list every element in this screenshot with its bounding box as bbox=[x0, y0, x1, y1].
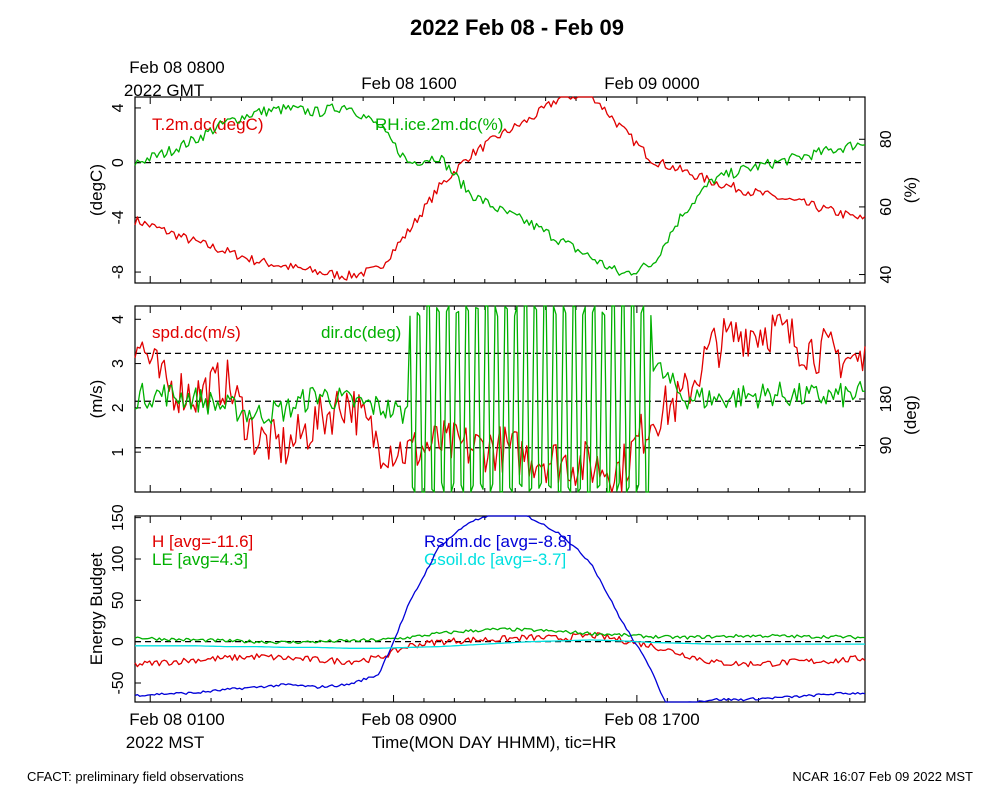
panel2-left-axis-label: (m/s) bbox=[87, 380, 106, 419]
legend-net-radiation: Rsum.dc [avg=-8.8] bbox=[424, 532, 572, 551]
y-tick-label-left: 0 bbox=[110, 158, 127, 167]
legend-sensible-heat: H [avg=-11.6] bbox=[152, 532, 253, 551]
y-tick-label-right: 180 bbox=[878, 386, 895, 413]
panel-temperature-frame bbox=[134, 96, 866, 284]
y-tick-label-right: 60 bbox=[878, 198, 895, 216]
series-line-rsum-dc bbox=[134, 515, 866, 703]
y-tick-label-left: 50 bbox=[110, 591, 127, 609]
y-tick-label-left: 2 bbox=[110, 403, 127, 412]
legend-wind-speed: spd.dc(m/s) bbox=[152, 323, 241, 342]
y-tick-label-left: 150 bbox=[110, 504, 127, 531]
mst-tick-label: Feb 08 0900 bbox=[361, 710, 456, 729]
mst-tick-label: Feb 08 1700 bbox=[604, 710, 699, 729]
series-line-t-2m-dc-degc- bbox=[134, 96, 866, 281]
series-line-dir-dc-deg- bbox=[134, 305, 866, 493]
y-tick-label-left: -50 bbox=[110, 671, 127, 694]
series-line-rh-ice-2m-dc- bbox=[134, 103, 866, 276]
legend-wind-direction: dir.dc(deg) bbox=[321, 323, 401, 342]
footer-timestamp: NCAR 16:07 Feb 09 2022 MST bbox=[792, 769, 973, 784]
mst-tick-label: Feb 08 0100 bbox=[129, 710, 224, 729]
y-tick-label-left: 4 bbox=[110, 315, 127, 324]
y-tick-label-right: 40 bbox=[878, 266, 895, 284]
mst-year-label: 2022 MST bbox=[126, 733, 204, 752]
legend-latent-heat: LE [avg=4.3] bbox=[152, 550, 248, 569]
y-tick-label-left: 1 bbox=[110, 448, 127, 457]
series-line-gsoil-dc bbox=[135, 639, 865, 649]
gmt-tick-label: Feb 08 0800 bbox=[129, 58, 224, 77]
x-axis-label: Time(MON DAY HHMM), tic=HR bbox=[372, 733, 617, 752]
footer-source-note: CFACT: preliminary field observations bbox=[27, 769, 244, 784]
y-tick-label-left: -4 bbox=[110, 210, 127, 224]
panel1-right-axis-label: (%) bbox=[901, 177, 920, 203]
panel2-right-axis-label: (deg) bbox=[901, 395, 920, 435]
gmt-tick-label: Feb 08 1600 bbox=[361, 74, 456, 93]
series-line-spd-dc-m-s- bbox=[134, 313, 866, 493]
panel3-left-axis-label: Energy Budget bbox=[87, 552, 106, 665]
panel1-left-axis-label: (degC) bbox=[87, 164, 106, 216]
y-tick-label-left: 100 bbox=[110, 546, 127, 573]
chart-title: 2022 Feb 08 - Feb 09 bbox=[410, 15, 624, 40]
y-tick-label-left: 3 bbox=[110, 359, 127, 368]
y-tick-label-right: 80 bbox=[878, 130, 895, 148]
gmt-tick-label: Feb 09 0000 bbox=[604, 74, 699, 93]
series-line-h bbox=[134, 632, 866, 668]
y-tick-label-left: -8 bbox=[110, 265, 127, 279]
legend-soil-heat-flux: Gsoil.dc [avg=-3.7] bbox=[424, 550, 566, 569]
gmt-year-label: 2022 GMT bbox=[124, 81, 204, 100]
legend-relative-humidity: RH.ice.2m.dc(%) bbox=[375, 115, 503, 134]
y-tick-label-right: 90 bbox=[878, 437, 895, 455]
y-tick-label-left: 0 bbox=[110, 637, 127, 646]
series-line-le bbox=[134, 627, 865, 645]
y-tick-label-left: 4 bbox=[110, 103, 127, 112]
